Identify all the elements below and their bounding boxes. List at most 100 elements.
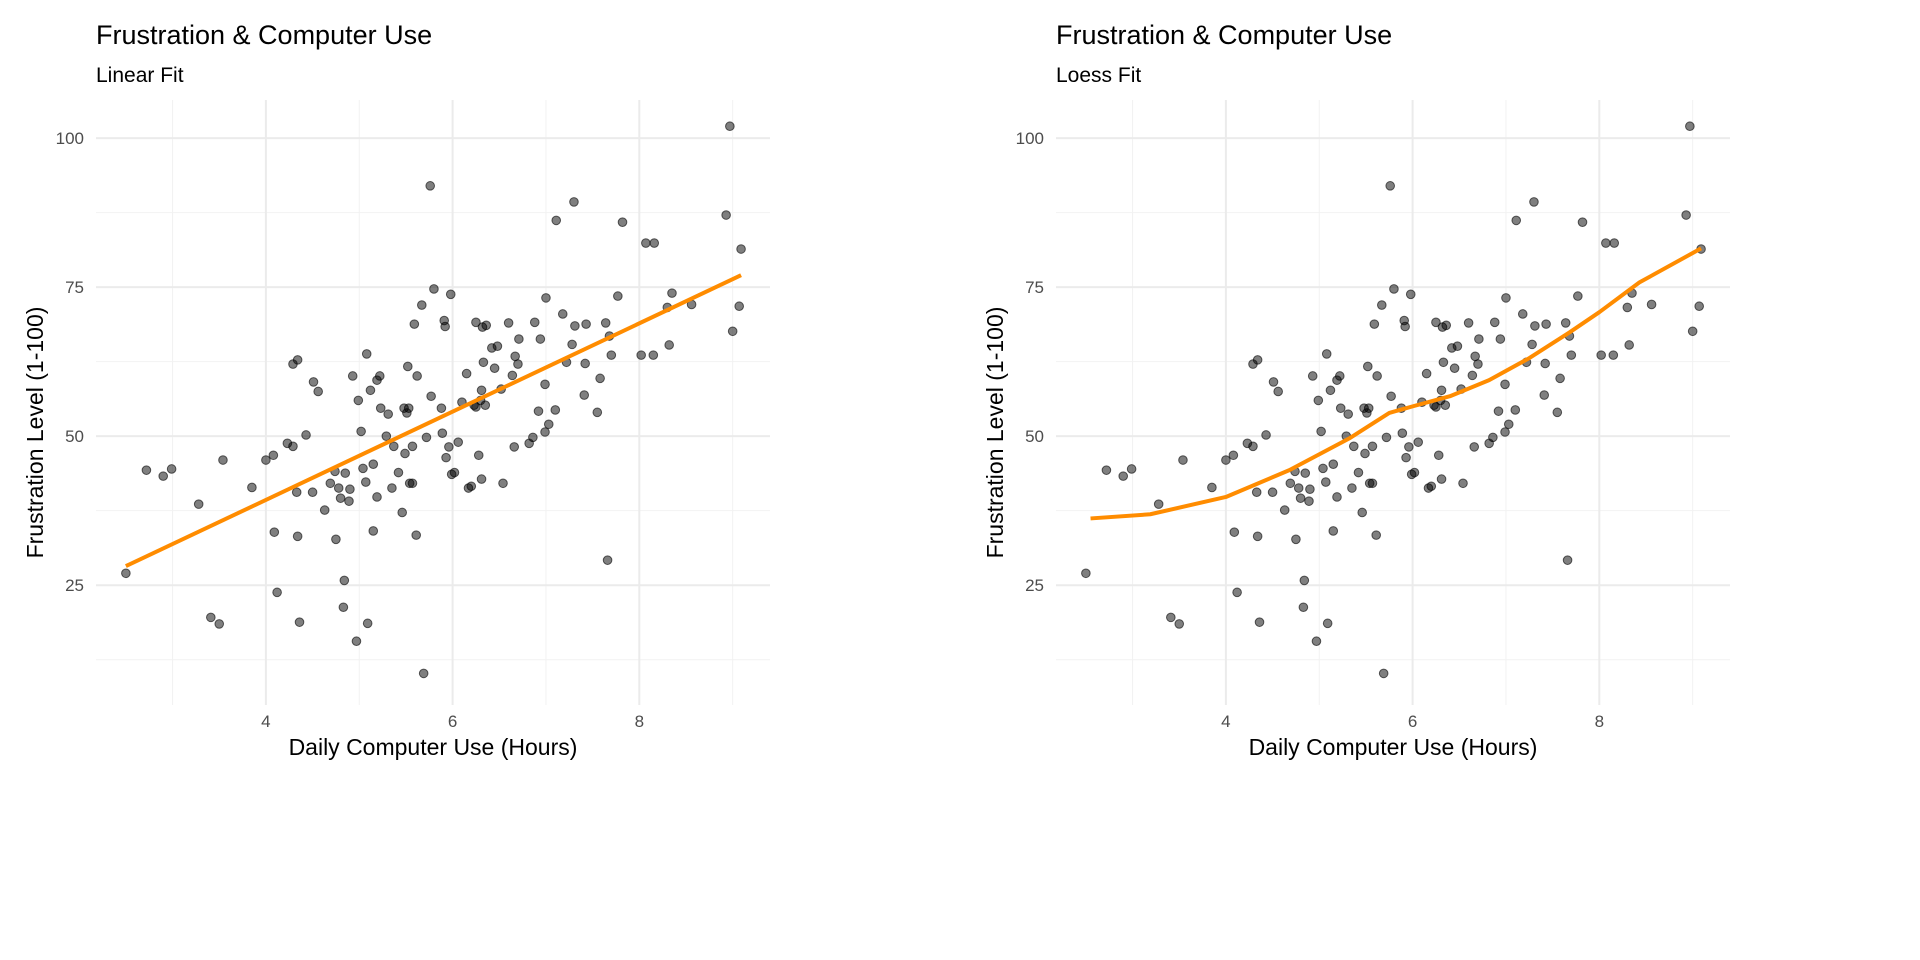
- data-point: [1449, 363, 1460, 374]
- data-point: [1221, 455, 1231, 465]
- loess-fit-line: [1090, 246, 1703, 521]
- data-point: [641, 238, 651, 248]
- data-point: [1397, 428, 1408, 438]
- data-point: [436, 403, 447, 413]
- data-point: [1433, 450, 1444, 461]
- data-point: [1469, 442, 1480, 452]
- data-point: [1371, 530, 1381, 540]
- data-point: [261, 455, 271, 465]
- y-tick-label: 100: [56, 129, 84, 148]
- data-point: [543, 419, 554, 430]
- y-tick-label: 25: [65, 576, 84, 595]
- data-point: [374, 371, 385, 381]
- x-axis-label: Daily Computer Use (Hours): [289, 734, 578, 760]
- linear-fit-line: [125, 273, 742, 568]
- data-point: [397, 507, 407, 518]
- data-point: [1126, 464, 1137, 474]
- data-point: [412, 371, 422, 381]
- chart-subtitle: Loess Fit: [1056, 64, 1141, 87]
- data-point: [1360, 448, 1370, 459]
- data-point: [1291, 534, 1301, 545]
- data-point: [344, 496, 354, 506]
- data-point: [480, 400, 491, 410]
- data-point: [368, 459, 379, 469]
- data-point: [1334, 371, 1345, 381]
- data-point: [1489, 317, 1500, 328]
- data-point: [466, 481, 477, 492]
- data-point: [540, 379, 550, 390]
- y-axis-label: Frustration Level (1-100): [982, 307, 1008, 559]
- data-point: [1541, 319, 1551, 329]
- data-point: [1566, 350, 1577, 360]
- data-point: [1268, 377, 1279, 387]
- data-point: [1694, 301, 1704, 312]
- y-axis-label: Frustration Level (1-100): [22, 307, 48, 559]
- data-point: [1609, 238, 1620, 248]
- data-point: [372, 492, 382, 502]
- data-point: [1229, 527, 1240, 537]
- data-point: [1577, 217, 1588, 227]
- data-point: [387, 483, 397, 493]
- data-point: [1332, 492, 1342, 502]
- data-point: [1426, 481, 1437, 492]
- data-point: [1608, 350, 1619, 360]
- data-point: [1488, 432, 1498, 443]
- data-point: [418, 668, 429, 679]
- data-point: [1511, 215, 1522, 226]
- data-point: [600, 318, 611, 328]
- data-point: [291, 487, 302, 498]
- data-point: [1573, 291, 1583, 301]
- data-point: [1372, 371, 1382, 381]
- data-point: [268, 450, 279, 461]
- data-point: [1304, 496, 1314, 506]
- data-point: [375, 403, 386, 413]
- chart-title: Frustration & Computer Use: [1056, 20, 1392, 50]
- data-point: [481, 320, 492, 331]
- data-point: [592, 407, 603, 418]
- data-point: [313, 386, 323, 397]
- data-point: [1458, 478, 1468, 489]
- data-point: [402, 361, 413, 372]
- data-point: [1436, 385, 1447, 396]
- data-point: [489, 363, 500, 374]
- data-point: [473, 450, 484, 461]
- data-point: [292, 355, 303, 365]
- data-point: [1500, 379, 1510, 390]
- data-point: [664, 340, 674, 350]
- data-point: [509, 442, 520, 452]
- data-point: [1385, 181, 1395, 191]
- data-point: [445, 289, 456, 300]
- data-point: [1347, 483, 1357, 493]
- x-tick-label: 8: [1595, 712, 1604, 731]
- loess-fit-chart: 4 6 8 25 50 75 100 Frustration & Computer Use Lo…: [982, 20, 1730, 760]
- x-tick-label: 6: [448, 712, 457, 731]
- data-point: [579, 390, 590, 400]
- data-point: [602, 555, 613, 565]
- data-point: [636, 350, 646, 360]
- data-point: [319, 505, 330, 515]
- data-point: [206, 612, 216, 623]
- data-point: [294, 617, 305, 627]
- y-tick-label: 50: [1025, 427, 1044, 446]
- data-point: [1527, 339, 1537, 350]
- data-point: [1232, 587, 1242, 598]
- data-point: [1560, 318, 1571, 328]
- data-point: [492, 341, 503, 351]
- data-point: [1307, 371, 1318, 381]
- data-point: [1367, 478, 1378, 489]
- data-point: [1081, 568, 1091, 579]
- data-point: [1343, 409, 1353, 419]
- data-point: [1405, 289, 1416, 300]
- data-point: [361, 349, 372, 359]
- data-point: [541, 293, 551, 303]
- data-point: [734, 301, 744, 312]
- data-point: [550, 405, 561, 415]
- data-point: [440, 321, 450, 332]
- data-point: [1305, 484, 1315, 495]
- data-point: [1562, 555, 1573, 565]
- data-point: [307, 487, 318, 498]
- data-point: [1279, 505, 1290, 515]
- data-point: [514, 334, 524, 344]
- data-point: [411, 530, 421, 540]
- data-point: [247, 482, 257, 493]
